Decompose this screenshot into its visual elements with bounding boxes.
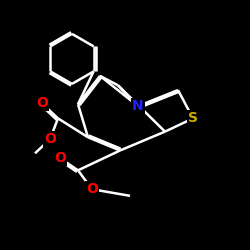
Text: S: S — [188, 112, 198, 126]
Text: O: O — [86, 182, 98, 196]
Text: O: O — [36, 96, 48, 110]
Text: O: O — [54, 151, 66, 165]
Text: O: O — [44, 132, 56, 146]
Text: N: N — [132, 99, 144, 113]
